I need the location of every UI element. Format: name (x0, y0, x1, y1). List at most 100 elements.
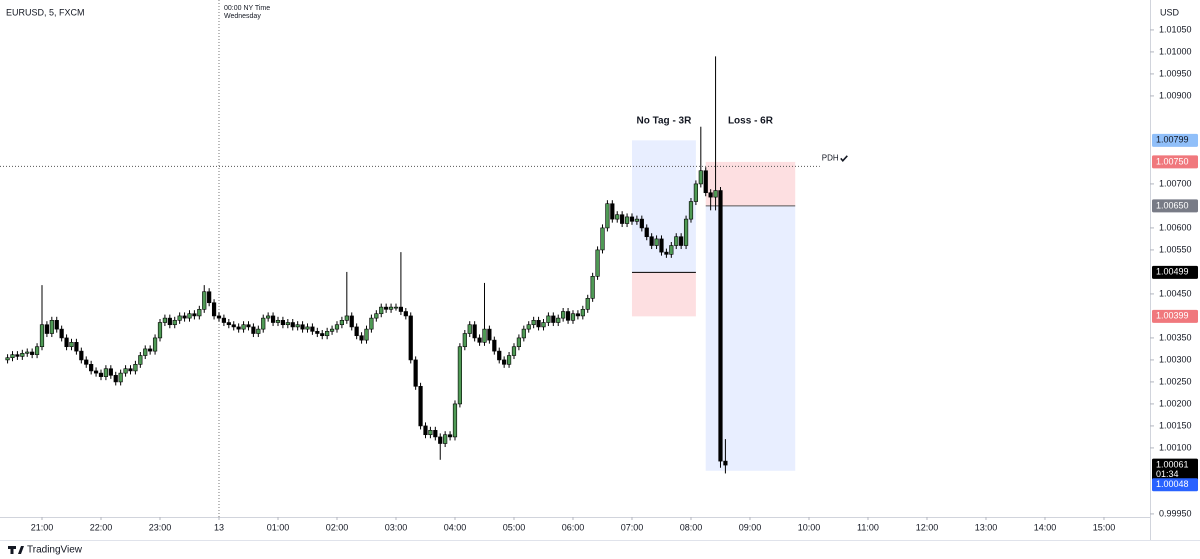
x-tick-label: 05:00 (503, 522, 526, 532)
candle-body (339, 320, 345, 326)
candle-body (443, 434, 448, 444)
candle-body (211, 302, 217, 317)
candle-body (477, 337, 482, 343)
x-tick-label: 02:00 (326, 522, 349, 532)
price-tag (1152, 309, 1198, 323)
y-tick-label: 1.00950 (1159, 68, 1192, 78)
logo-icon (8, 546, 24, 554)
price-tag-label: 1.00399 (1156, 311, 1189, 321)
candle-body (590, 276, 595, 299)
candle-body (703, 170, 708, 194)
candle-body (467, 324, 472, 334)
candle-body (364, 328, 369, 341)
candle-body (718, 190, 723, 462)
candle-body (541, 322, 546, 328)
candle-body (624, 216, 630, 224)
candle-body (128, 368, 133, 372)
candle-body (44, 324, 50, 334)
candle-body (359, 335, 364, 341)
x-tick-label: 14:00 (1034, 522, 1057, 532)
candle-body (433, 430, 438, 438)
candle-body (59, 328, 64, 339)
candle-body (502, 359, 507, 365)
candle-body (369, 317, 374, 330)
y-tick-label: 1.01000 (1159, 46, 1192, 56)
candle-body (556, 317, 561, 323)
candle-body (275, 320, 281, 323)
candle-body (669, 245, 674, 255)
candle-body (610, 203, 615, 220)
price-tag (1152, 458, 1198, 481)
candle-body (620, 214, 625, 224)
candle-body (408, 315, 413, 361)
candle-body (575, 313, 581, 317)
pdh-label: PDH (822, 153, 839, 162)
candle-body (89, 364, 94, 372)
candle-body (580, 309, 585, 317)
candle-body (418, 386, 423, 427)
candle-body (708, 192, 713, 198)
x-tick-label: 22:00 (90, 522, 113, 532)
price-tag-label: 1.00048 (1156, 479, 1189, 489)
candle-body (256, 328, 261, 334)
candle-body (674, 236, 679, 246)
candle-body (192, 313, 197, 317)
x-tick-label: 11:00 (857, 522, 879, 532)
candle-body (236, 326, 241, 330)
candle-body (300, 324, 305, 330)
candle-body (54, 320, 59, 330)
candle-body (231, 324, 236, 328)
candle-body (398, 306, 404, 312)
price-tag (1152, 133, 1198, 147)
candle-body (123, 368, 128, 374)
candle-body (172, 320, 177, 326)
pdh-check (840, 155, 848, 163)
candle-body (349, 315, 354, 328)
x-tick-label: 03:00 (385, 522, 408, 532)
candle-body (551, 315, 556, 323)
candle-body (241, 324, 246, 330)
x-tick-label: 12:00 (916, 522, 939, 532)
candle-body (79, 350, 84, 361)
candle-body (246, 324, 251, 328)
price-tag-label: 1.00061 (1156, 459, 1189, 469)
candle-body (344, 315, 349, 321)
candle-body (270, 315, 276, 323)
candle-body (393, 306, 399, 309)
candle-body (103, 368, 109, 377)
candle-body (516, 337, 522, 348)
candle-body (462, 333, 467, 348)
candle-body (182, 315, 187, 319)
x-tick-label: 15:00 (1093, 522, 1116, 532)
candle-body (143, 348, 148, 356)
candle-body (595, 249, 600, 277)
candle-body (698, 170, 703, 185)
x-tick-label: 13 (214, 522, 224, 532)
candle-body (325, 331, 330, 337)
candle-body (98, 372, 104, 377)
candle-body (197, 309, 202, 317)
candle-body (472, 324, 477, 339)
plot-layer: No Tag - 3R Loss - 6R 00:00 NY TimeWednesd… (0, 0, 848, 517)
countdown: 01:34 (1156, 469, 1179, 479)
candle-body (659, 238, 664, 253)
candle-body (629, 216, 635, 222)
crosshair-label: 00:00 NY Time (224, 5, 270, 12)
candle-body (226, 322, 231, 326)
candle-body (285, 322, 290, 326)
candle-body (546, 315, 551, 323)
y-tick-label: 1.00150 (1159, 420, 1192, 430)
candle-body (187, 313, 192, 319)
candle-body (329, 328, 335, 332)
candle-body (295, 324, 300, 328)
x-tick-label: 13:00 (975, 522, 998, 532)
x-tick-label: 09:00 (739, 522, 762, 532)
currency-label: USD (1160, 7, 1180, 17)
candle-body (25, 351, 30, 354)
candle-body (202, 291, 207, 310)
candle-body (118, 372, 123, 383)
x-tick-label: 21:00 (31, 522, 54, 532)
candle-body (374, 313, 379, 319)
candle-body (447, 434, 453, 438)
